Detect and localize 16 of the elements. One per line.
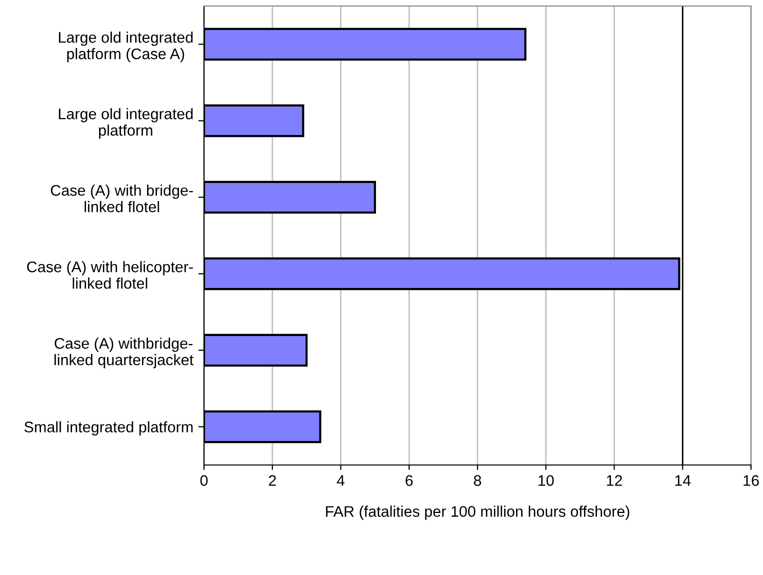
x-tick-label: 4 xyxy=(336,475,345,486)
x-tick-label: 0 xyxy=(200,475,208,486)
x-tick-label: 14 xyxy=(675,475,691,486)
y-tick-label: Case (A) with helicopter- linked flotel xyxy=(27,261,193,289)
x-tick-label: 8 xyxy=(474,475,482,486)
y-tick-label: Large old integrated platform (Case A) xyxy=(58,32,193,62)
x-tick-label: 10 xyxy=(538,475,554,486)
x-tick-label: 2 xyxy=(268,475,276,486)
y-tick-label: Case (A) with bridge- linked flotel xyxy=(50,184,193,212)
y-tick-label: Case (A) withbridge- linked quartersjacket xyxy=(54,338,194,368)
x-axis-title: FAR (fatalities per 100 million hours offshore) xyxy=(326,506,630,520)
y-tick-label: Small integrated platform xyxy=(24,421,193,436)
x-tick-label: 6 xyxy=(406,475,413,486)
x-tick-label: 16 xyxy=(744,475,759,486)
x-tick-label: 12 xyxy=(606,475,622,486)
y-tick-label: Large old integrated platform xyxy=(58,108,193,139)
